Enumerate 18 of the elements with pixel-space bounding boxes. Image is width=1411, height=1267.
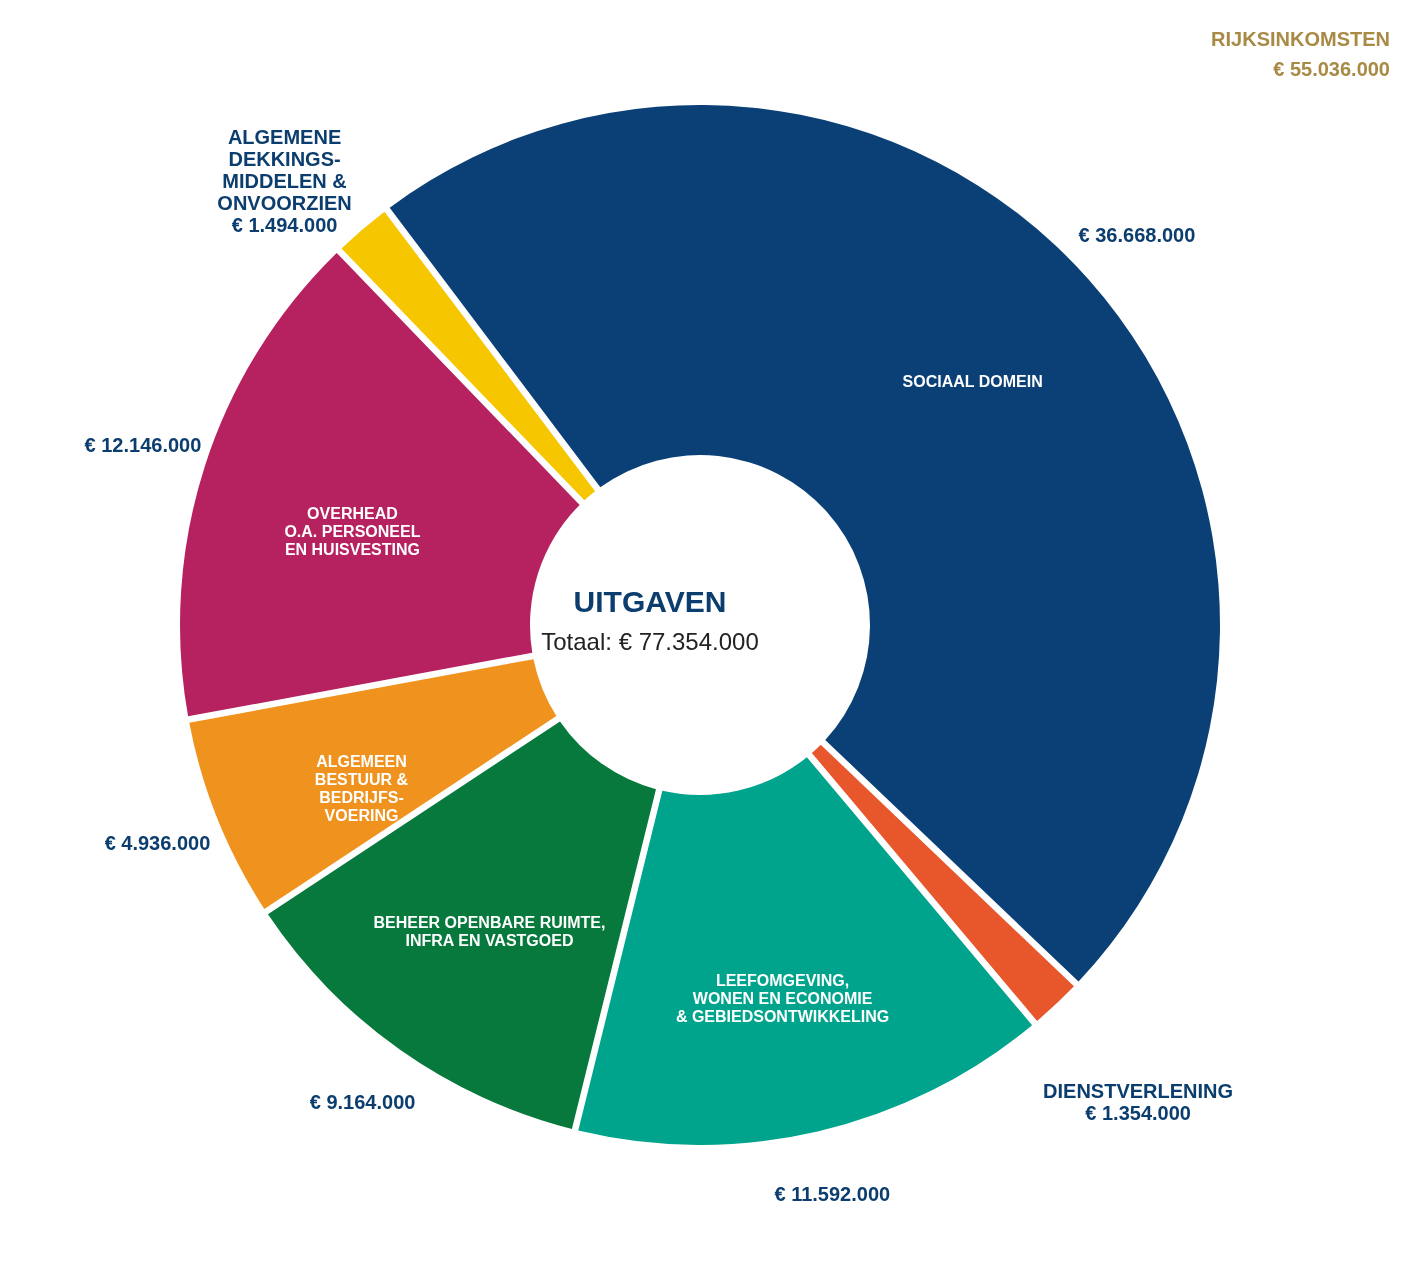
text: € 55.036.000 [1273, 58, 1390, 80]
data-label: € 1.354.000 [1085, 1101, 1191, 1124]
data-label: € 1.494.000 [231, 214, 338, 237]
data-label: € 4.936.000 [104, 831, 211, 854]
slice-label: OVERHEAD O.A. PERSONEEL EN HUISVESTING [284, 504, 421, 558]
slice-label: SOCIAAL DOMEIN [902, 373, 1043, 391]
slice-label: ALGEMENE DEKKINGS- MIDDELEN & ONVOORZIEN [217, 126, 352, 215]
data-label: € 9.164.000 [309, 1090, 416, 1113]
text: Totaal: € 77.354.000 [541, 628, 759, 655]
text: UITGAVEN [573, 585, 727, 618]
data-label: € 12.146.000 [84, 434, 202, 457]
slice-label: LEEFOMGEVING, WONEN EN ECONOMIE & GEBIEDSONTWIKKELING [675, 971, 890, 1025]
slice-label: ALGEMEEN BESTUUR & BEDRIJFS- VOERING [314, 752, 409, 824]
slice-label: BEHEER OPENBARE RUIMTE, INFRA EN VASTGOED [373, 914, 606, 950]
data-label: € 36.668.000 [1078, 224, 1196, 247]
data-label: € 11.592.000 [774, 1182, 891, 1205]
slice-label: DIENSTVERLENING [1043, 1079, 1234, 1102]
text: RIJKSINKOMSTEN [1211, 28, 1390, 50]
